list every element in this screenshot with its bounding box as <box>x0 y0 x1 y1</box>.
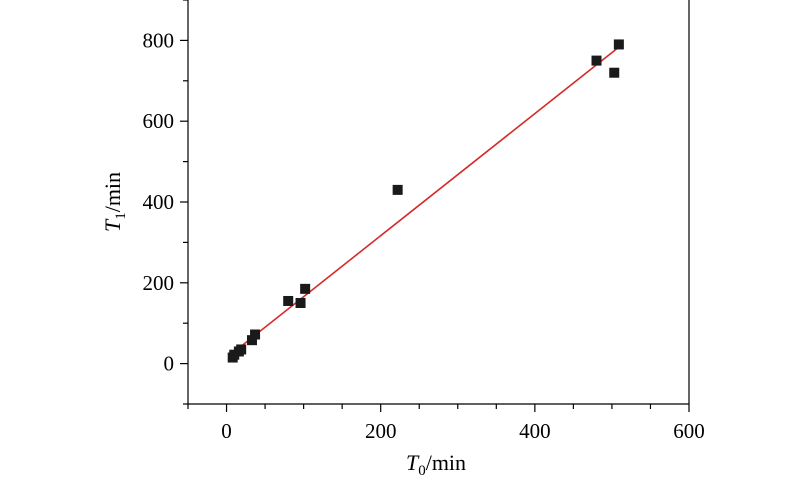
data-point <box>613 39 624 50</box>
x-tick-label: 200 <box>365 419 397 443</box>
y-axis-label: T1/min <box>100 172 129 232</box>
y-tick-label: 400 <box>143 190 175 214</box>
y-tick-label: 600 <box>143 109 175 133</box>
data-point <box>392 184 403 195</box>
x-tick-label: 400 <box>519 419 551 443</box>
data-point <box>295 298 306 308</box>
data-point <box>283 295 294 306</box>
data-point <box>246 335 257 346</box>
data-point <box>591 55 602 66</box>
ticks: 0 200 400 600 0 200 400 600 800 <box>143 0 705 443</box>
data-point <box>236 344 247 355</box>
data-point <box>250 329 261 340</box>
data-point <box>609 67 620 78</box>
x-tick-label: 0 <box>221 419 232 443</box>
fit-line-group <box>229 45 621 356</box>
axes <box>187 0 690 405</box>
x-tick-label: 600 <box>673 419 705 443</box>
data-points <box>227 39 624 363</box>
y-tick-label: 0 <box>164 352 175 376</box>
x-axis-label: T0/min <box>406 450 466 479</box>
y-tick-label: 800 <box>143 28 175 52</box>
fit-line <box>229 45 621 356</box>
data-point <box>300 283 311 294</box>
y-tick-label: 200 <box>143 271 175 295</box>
